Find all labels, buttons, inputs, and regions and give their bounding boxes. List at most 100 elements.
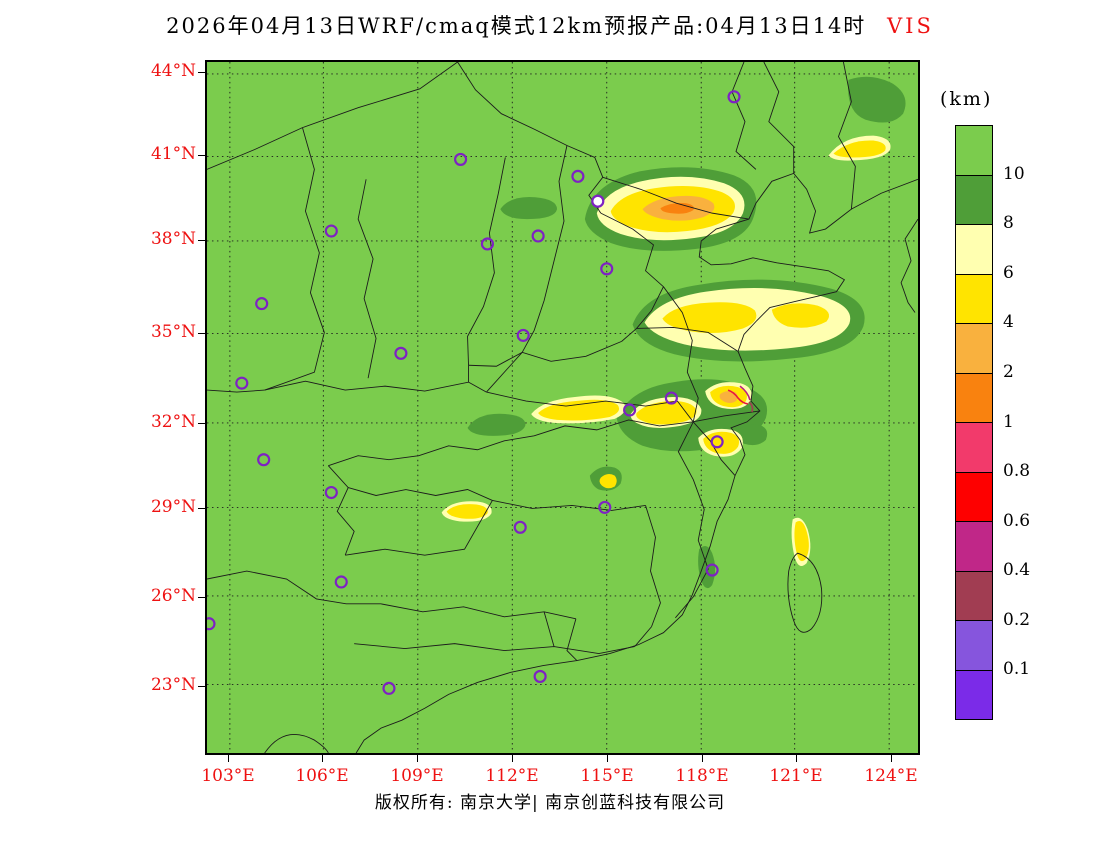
station-marker — [571, 169, 585, 183]
province-boundary — [380, 603, 577, 620]
axis-tick — [890, 755, 892, 762]
visibility-patch-4-6km — [794, 521, 809, 562]
colorbar-tick-label: 0.4 — [1003, 560, 1031, 581]
forecast-map — [207, 62, 918, 753]
axis-tick — [511, 755, 513, 762]
colorbar-tick-label: 0.2 — [1003, 609, 1031, 630]
title-text: 2026年04月13日WRF/cmaq模式12km预报产品:04月13日14时 — [166, 14, 867, 38]
island-coastline — [264, 733, 329, 753]
lat-label: 38°N — [150, 229, 196, 249]
colorbar-segment — [956, 224, 992, 274]
province-boundary — [763, 62, 795, 174]
axis-tick — [416, 755, 418, 762]
province-boundary — [566, 618, 578, 661]
colorbar-segment — [956, 372, 992, 422]
axis-tick — [227, 755, 229, 762]
colorbar-segment — [956, 273, 992, 323]
province-boundary — [645, 505, 661, 627]
visibility-patch-8-10km — [500, 196, 558, 220]
station-marker — [513, 520, 527, 534]
colorbar-segment — [956, 126, 992, 175]
lon-label: 106°E — [295, 766, 349, 786]
axis-tick — [198, 239, 205, 241]
lon-label: 118°E — [675, 766, 729, 786]
axis-tick — [321, 755, 323, 762]
lat-label: 29°N — [150, 497, 196, 517]
lon-label: 112°E — [485, 766, 539, 786]
station-marker — [531, 229, 545, 243]
axis-tick — [198, 507, 205, 509]
colorbar-tick-label: 6 — [1003, 262, 1014, 283]
station-marker — [664, 391, 678, 405]
lat-label: 26°N — [150, 586, 196, 606]
axis-tick — [606, 755, 608, 762]
visibility-patch-4-6km — [771, 303, 830, 328]
province-boundary — [345, 500, 493, 556]
visibility-patch-8-10km — [848, 76, 906, 123]
station-marker — [324, 224, 338, 238]
colorbar-tick-label: 0.1 — [1003, 659, 1031, 680]
colorbar-segment — [956, 174, 992, 224]
colorbar-segment — [956, 570, 992, 620]
station-marker — [334, 575, 348, 589]
colorbar-unit-label: (km) — [940, 88, 993, 110]
visibility-patch-4-6km — [833, 140, 886, 158]
colorbar-tick-label: 1 — [1003, 411, 1014, 432]
province-boundary — [677, 421, 694, 480]
lat-label: 41°N — [150, 144, 196, 164]
station-marker — [324, 485, 338, 500]
low-visibility-fleck — [727, 389, 749, 405]
colorbar-segment — [956, 471, 992, 521]
province-boundary — [348, 487, 493, 501]
station-marker — [623, 403, 637, 417]
colorbar-tick-label: 8 — [1003, 213, 1014, 234]
station-marker — [591, 194, 605, 208]
province-boundary — [634, 626, 652, 647]
province-boundary — [264, 127, 325, 391]
lon-label: 124°E — [864, 766, 918, 786]
lat-label: 23°N — [150, 675, 196, 695]
colorbar-tick-label: 0.8 — [1003, 461, 1031, 482]
station-marker — [516, 328, 530, 342]
province-boundary — [663, 286, 699, 423]
province-boundary — [692, 421, 736, 476]
province-boundary — [837, 62, 856, 210]
visibility-patch-2-4km — [719, 390, 738, 404]
colorbar-tick-label: 4 — [1003, 312, 1014, 333]
low-visibility-fleck — [739, 385, 751, 401]
station-marker — [600, 262, 614, 276]
visibility-patch-4-6km — [703, 431, 740, 454]
axis-tick — [198, 332, 205, 334]
copyright-text: 版权所有: 南京大学| 南京创蓝科技有限公司 — [374, 793, 726, 813]
province-boundary — [357, 179, 377, 379]
station-marker — [255, 297, 269, 311]
station-marker — [454, 152, 468, 166]
colorbar-tick-label: 2 — [1003, 361, 1014, 382]
province-boundary — [676, 400, 694, 423]
colorbar-segment — [956, 669, 992, 719]
station-marker — [382, 681, 396, 695]
station-marker — [394, 346, 408, 360]
province-boundary — [675, 479, 709, 619]
station-marker — [480, 237, 494, 251]
axis-tick — [795, 755, 797, 762]
province-boundary — [600, 212, 664, 342]
province-boundary — [521, 145, 568, 353]
axis-tick — [198, 154, 205, 156]
station-marker — [207, 617, 216, 631]
province-boundary — [486, 352, 523, 393]
forecast-map-frame — [205, 60, 920, 755]
visibility-patch-8-10km — [467, 413, 526, 436]
province-boundary — [602, 176, 750, 220]
lat-label: 35°N — [150, 322, 196, 342]
page-title: 2026年04月13日WRF/cmaq模式12km预报产品:04月13日14时 … — [0, 10, 1100, 40]
colorbar — [955, 125, 993, 720]
colorbar-segment — [956, 323, 992, 373]
axis-tick — [198, 685, 205, 687]
colorbar-segment — [956, 620, 992, 670]
province-boundary — [327, 465, 355, 556]
visibility-patch-8-10km — [736, 424, 768, 446]
province-boundary — [264, 365, 469, 392]
colorbar-segment — [956, 422, 992, 472]
lat-label: 32°N — [150, 412, 196, 432]
